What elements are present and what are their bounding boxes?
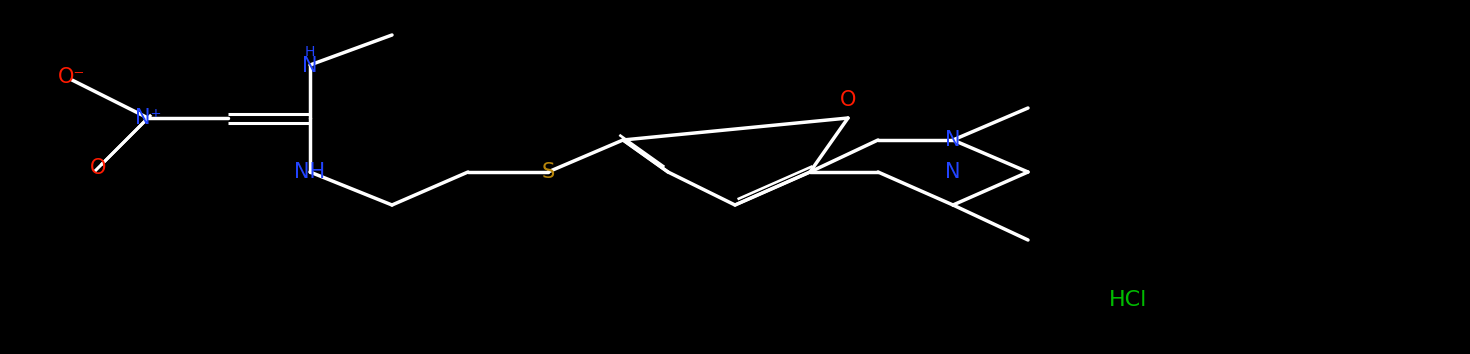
Text: N: N	[945, 162, 961, 182]
Text: N: N	[303, 56, 318, 76]
Text: S: S	[541, 162, 554, 182]
Text: O: O	[90, 158, 106, 178]
Text: HCl: HCl	[1108, 290, 1147, 310]
Text: N: N	[945, 130, 961, 150]
Text: O⁻: O⁻	[59, 67, 85, 87]
Text: O: O	[839, 90, 856, 110]
Text: NH: NH	[294, 162, 325, 182]
Text: H: H	[304, 45, 315, 59]
Text: N⁺: N⁺	[135, 108, 162, 128]
